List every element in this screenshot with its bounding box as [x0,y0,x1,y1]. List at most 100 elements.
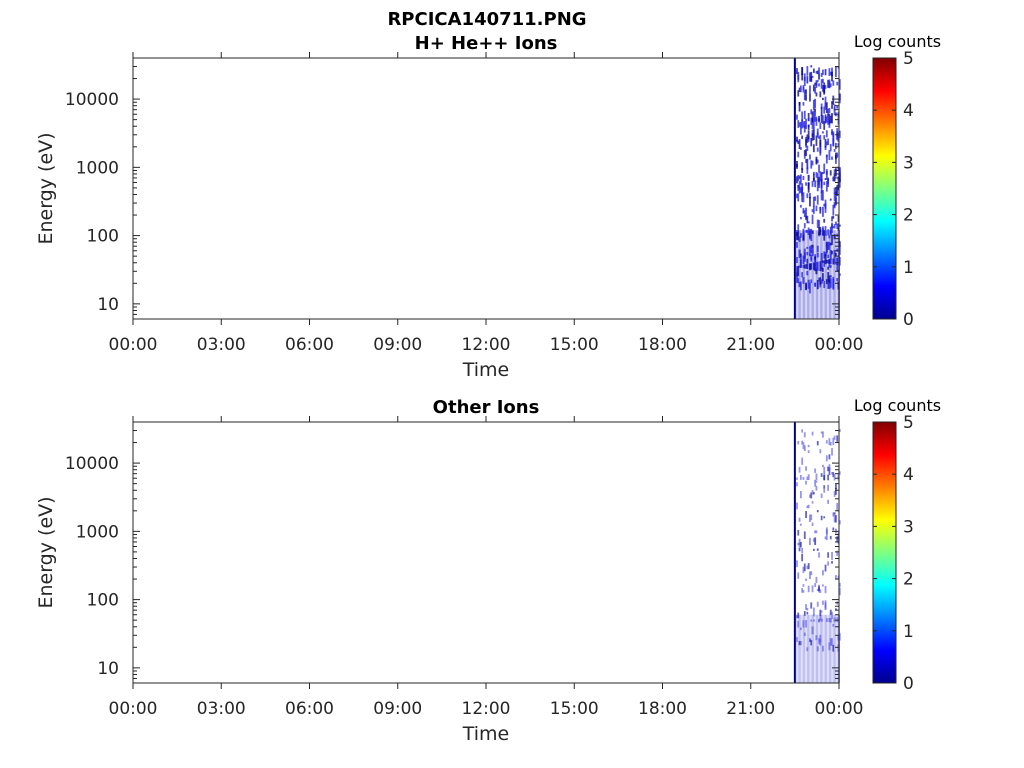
data-cell [838,429,841,432]
data-cell [807,174,810,181]
y-tick-label: 10000 [65,90,119,110]
data-cell [814,538,817,544]
data-cell [812,173,815,182]
colorbar-tick-label: 5 [903,413,914,433]
data-cell [799,640,802,646]
data-cell [805,159,807,163]
data-cell [797,231,800,241]
data-cell [796,232,798,241]
data-cell [829,609,832,615]
data-cell [823,218,826,223]
data-cell [811,75,814,78]
data-cell [822,464,824,468]
data-cell [823,203,826,207]
data-cell [816,252,819,258]
data-cell [818,115,820,123]
data-cell [807,504,810,509]
data-cell [815,205,818,212]
data-cell [814,479,817,487]
colorbar-tick-label: 4 [903,101,914,121]
data-cell [836,185,839,197]
data-cell [807,136,810,142]
data-cell [796,242,798,248]
data-cell [805,282,807,291]
data-cell [831,250,833,255]
data-cell [819,277,822,285]
data-cell [831,638,833,646]
data-cell [799,627,802,631]
data-cell [824,116,827,123]
data-cell [806,167,809,174]
data-cell [796,163,798,169]
data-cell [815,261,818,271]
data-cell [810,514,813,521]
data-cell [811,585,814,593]
data-cell [836,278,839,282]
data-cell [827,474,830,481]
data-cell [838,471,841,475]
data-cell [812,177,815,181]
data-cell [820,515,823,521]
data-cell [812,196,815,207]
data-cell [819,206,822,211]
data-cell [838,224,841,227]
data-cell [829,249,832,260]
y-tick-label: 100 [87,591,119,611]
data-cell [829,612,832,615]
figure-title: RPCICA140711.PNG [387,9,586,30]
data-cell [820,261,823,272]
data-cell [827,552,830,558]
data-cell [829,535,832,540]
data-cell [797,529,800,536]
data-cell [829,258,832,265]
data-cell [829,618,832,623]
data-cell [806,647,809,652]
data-cell [818,638,820,645]
data-cell [811,214,814,225]
data-cell [815,118,818,121]
data-cell [828,113,831,125]
data-cell [816,79,819,83]
data-cell [806,229,809,233]
y-axis-label: Energy (eV) [35,132,57,244]
x-tick-label: 00:00 [109,335,158,355]
data-cell [816,646,819,652]
data-cell [802,476,805,480]
data-cell [810,71,813,82]
data-cell [823,280,826,289]
data-cell [819,226,822,236]
data-cell [796,176,798,184]
data-cell [798,641,801,646]
data-cell [833,176,836,182]
x-axis-label: Time [462,723,510,745]
data-cell [811,522,814,526]
data-cell [825,529,828,534]
x-tick-label: 03:00 [197,335,246,355]
data-cell [822,273,824,282]
data-cell [806,607,809,611]
data-cell [819,612,822,621]
data-cell [825,130,828,138]
data-cell [822,131,824,134]
data-cell [831,472,833,475]
data-cell [811,490,814,495]
data-cell [809,154,811,160]
data-cell [833,203,836,208]
data-cell [823,121,826,130]
data-cell [805,182,807,186]
data-cell [815,70,818,74]
data-cell [806,158,809,170]
colorbar-label: Log counts [854,396,941,415]
data-cell [812,619,815,622]
data-cell [806,505,809,509]
data-cell [816,261,819,271]
data-cell [838,633,841,641]
data-cell [838,241,841,247]
data-cell [831,447,833,456]
x-tick-label: 15:00 [550,699,599,719]
data-cell [799,233,802,238]
data-cell [824,102,827,110]
data-cell [816,548,819,551]
data-cell [832,437,835,446]
data-cell [829,442,832,446]
